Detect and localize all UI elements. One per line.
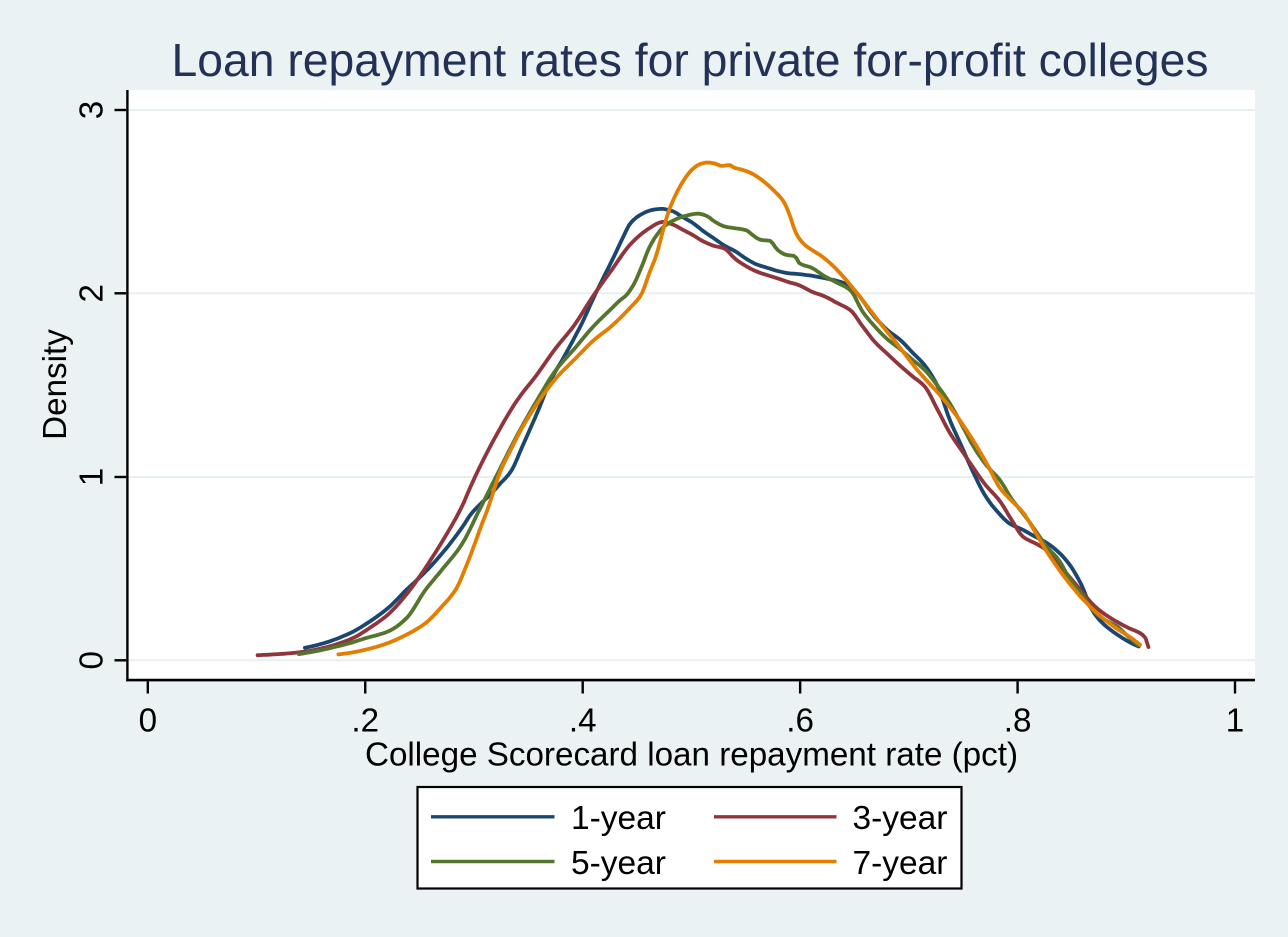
svg-text:Density: Density: [37, 329, 74, 440]
svg-text:Loan repayment rates for priva: Loan repayment rates for private for-pro…: [171, 34, 1208, 86]
svg-text:1: 1: [1226, 703, 1244, 740]
svg-text:1: 1: [73, 468, 110, 486]
svg-text:3: 3: [73, 101, 110, 119]
svg-text:.6: .6: [786, 703, 814, 740]
svg-text:5-year: 5-year: [571, 845, 666, 882]
svg-text:.8: .8: [1004, 703, 1032, 740]
svg-text:1-year: 1-year: [571, 800, 666, 837]
svg-text:7-year: 7-year: [853, 845, 948, 882]
svg-text:.2: .2: [351, 703, 379, 740]
svg-text:0: 0: [73, 651, 110, 669]
svg-text:3-year: 3-year: [853, 800, 948, 837]
svg-text:0: 0: [139, 703, 157, 740]
svg-text:College Scorecard loan repayme: College Scorecard loan repayment rate (p…: [365, 736, 1018, 773]
svg-text:.4: .4: [569, 703, 597, 740]
svg-text:2: 2: [73, 284, 110, 302]
